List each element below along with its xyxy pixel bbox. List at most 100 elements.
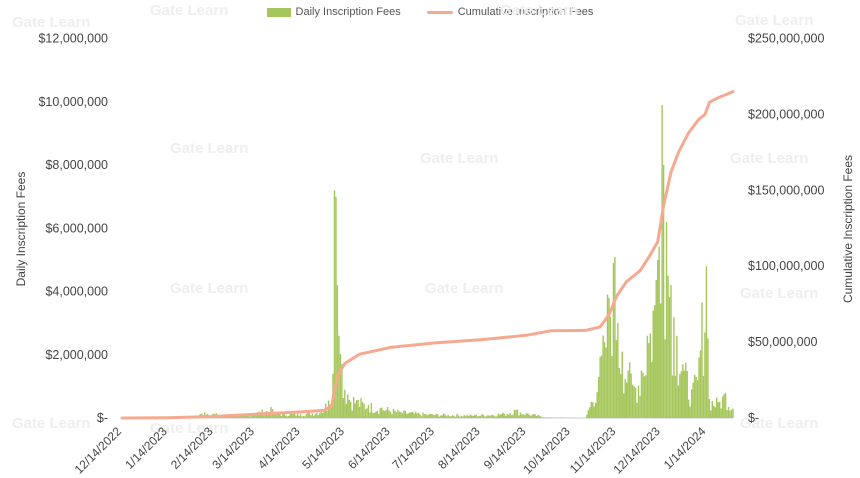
daily-fee-bar xyxy=(249,416,252,418)
daily-fee-bar xyxy=(259,414,262,418)
daily-fee-bar xyxy=(590,401,592,418)
legend-item-cumulative-fees[interactable]: Cumulative Inscription Fees xyxy=(426,6,593,18)
watermark-text: Gate Learn xyxy=(425,280,504,297)
watermark-text: Gate Learn xyxy=(170,140,249,157)
daily-fee-bar xyxy=(389,411,392,418)
daily-fee-bar xyxy=(319,413,321,418)
daily-fee-bar xyxy=(409,412,411,418)
daily-fee-bar xyxy=(444,414,446,418)
daily-fee-bar xyxy=(636,402,638,418)
daily-fee-bar xyxy=(301,416,303,418)
daily-fee-bar xyxy=(348,399,350,418)
daily-fee-bar xyxy=(413,413,415,418)
daily-fee-bar xyxy=(333,190,336,418)
daily-fee-bar xyxy=(435,413,438,418)
daily-fee-bar xyxy=(531,414,533,418)
daily-fee-bar xyxy=(344,389,346,418)
daily-fee-bar xyxy=(423,414,426,418)
daily-fee-bar xyxy=(288,415,290,418)
daily-fee-bar xyxy=(460,415,463,418)
daily-fee-bar xyxy=(392,408,395,418)
daily-fee-bar xyxy=(438,416,440,418)
daily-fee-bar xyxy=(726,409,728,418)
daily-fee-bar xyxy=(658,246,660,418)
daily-fee-bar xyxy=(442,413,445,418)
daily-fee-bar xyxy=(645,375,647,418)
daily-fee-bar xyxy=(643,376,646,418)
daily-fee-bar xyxy=(541,417,544,418)
daily-fee-bar xyxy=(264,412,266,418)
daily-fee-bar xyxy=(637,385,640,418)
daily-fee-bar xyxy=(298,415,300,418)
daily-fee-bar xyxy=(321,412,324,418)
daily-fee-bar xyxy=(679,374,681,418)
daily-fee-bar xyxy=(716,397,718,418)
daily-fee-bar xyxy=(693,374,696,418)
daily-fee-bar xyxy=(361,402,364,418)
daily-fee-bar xyxy=(447,414,449,418)
daily-fee-bar xyxy=(665,221,668,418)
daily-fee-bar xyxy=(550,417,553,418)
daily-fee-bar xyxy=(400,411,402,418)
daily-fee-bar xyxy=(620,373,622,418)
y-right-tick-label: $- xyxy=(748,411,759,425)
daily-fee-bar xyxy=(626,382,628,418)
daily-fee-bar xyxy=(310,415,312,418)
daily-fee-bar xyxy=(203,412,206,418)
daily-fee-bar xyxy=(428,414,430,418)
daily-fee-bar xyxy=(504,415,507,418)
daily-fee-bar xyxy=(677,385,680,418)
daily-fee-bar xyxy=(472,415,474,418)
daily-fee-bar xyxy=(456,413,458,418)
cumulative-fees-line xyxy=(120,90,735,420)
daily-fee-bar xyxy=(296,413,299,418)
daily-fee-bar xyxy=(468,416,470,418)
legend-swatch-cumulative-fees xyxy=(426,10,453,14)
daily-fee-bar xyxy=(533,414,535,418)
daily-fee-bar xyxy=(282,413,284,418)
daily-fee-bar xyxy=(369,412,371,418)
daily-fee-bar xyxy=(732,408,734,418)
daily-fee-bar xyxy=(407,413,409,418)
daily-fee-bar xyxy=(398,411,401,418)
daily-fee-bar xyxy=(357,399,359,418)
daily-fee-bar xyxy=(388,410,390,418)
daily-fee-bar xyxy=(603,342,606,418)
daily-fee-bar xyxy=(589,407,591,418)
daily-fee-bar xyxy=(286,416,288,418)
daily-fee-bar xyxy=(527,413,529,418)
daily-fee-bar xyxy=(714,407,716,418)
daily-fee-bar xyxy=(503,413,505,418)
x-tick-label: 1/14/2024 xyxy=(661,424,709,472)
daily-fee-bar xyxy=(521,414,523,418)
daily-fee-bar xyxy=(391,414,393,418)
daily-fee-bar xyxy=(640,370,643,418)
daily-fee-bar xyxy=(702,376,705,418)
daily-fee-bar xyxy=(522,414,525,418)
daily-fee-bar xyxy=(335,196,337,418)
daily-fee-bar xyxy=(502,412,504,418)
daily-fee-bar xyxy=(311,413,314,418)
daily-fee-bar xyxy=(549,417,551,418)
daily-fee-bar xyxy=(410,412,412,418)
x-tick-label: 10/14/2023 xyxy=(520,424,573,477)
legend-item-daily-fees[interactable]: Daily Inscription Fees xyxy=(266,6,401,18)
daily-fee-bar xyxy=(437,414,439,418)
daily-fee-bar xyxy=(515,409,517,418)
daily-fee-bar xyxy=(595,402,597,418)
daily-fee-bar xyxy=(230,416,232,418)
daily-fee-bar xyxy=(518,415,520,418)
daily-fee-bar xyxy=(592,402,594,418)
daily-fee-bar xyxy=(525,413,528,418)
daily-fee-bar xyxy=(316,412,318,418)
daily-fee-bar xyxy=(252,414,255,418)
daily-fee-bar xyxy=(403,410,405,418)
daily-fee-bar xyxy=(500,414,502,418)
daily-fee-bar xyxy=(245,414,247,418)
daily-fee-bar xyxy=(537,415,539,418)
daily-fee-bar xyxy=(701,302,703,418)
daily-fee-bar xyxy=(476,416,479,418)
daily-fee-bar xyxy=(685,362,687,418)
daily-fee-bar xyxy=(538,415,541,418)
daily-fee-bar xyxy=(528,414,530,418)
